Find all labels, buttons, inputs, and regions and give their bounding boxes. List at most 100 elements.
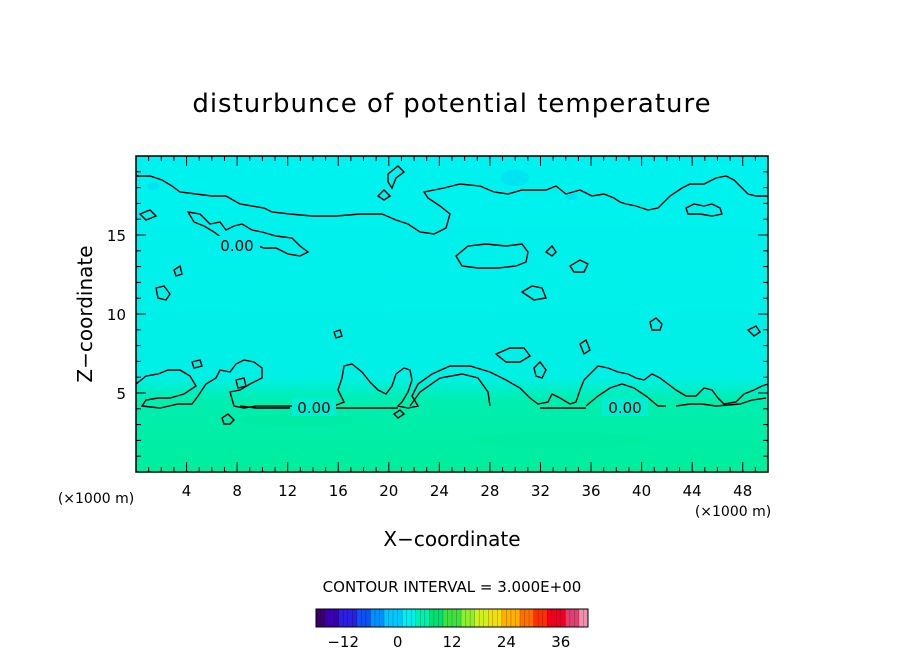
colorbar-frame: [315, 608, 589, 628]
colorbar-segment: [320, 609, 326, 627]
colorbar-segment: [492, 609, 498, 627]
colorbar-segment: [388, 609, 394, 627]
contour-small-7: [191, 359, 203, 369]
axis-ticks: [136, 156, 768, 472]
colorbar-segment: [433, 609, 439, 627]
chart-title: disturbunce of potential temperature: [192, 89, 711, 119]
contour-lower-dot-2: [392, 409, 406, 419]
colorbar-segment: [334, 609, 339, 627]
x-tick-label: 16: [329, 482, 348, 500]
colorbar-segment: [406, 609, 412, 627]
colorbar-segment: [452, 609, 457, 627]
colorbar-segment: [370, 609, 376, 627]
x-tick-labels: 4 8 12 16 20 24 28 32 36 40 44 48: [182, 482, 752, 500]
x-tick-label: 12: [278, 482, 297, 500]
x-tick-label: 36: [581, 482, 600, 500]
contour-lower-band: [135, 359, 769, 409]
colorbar-segment: [325, 609, 330, 627]
y-tick-labels: 5 10 15: [107, 227, 126, 403]
contour-top-left-isle: [138, 209, 158, 221]
contour-top-band: [136, 175, 768, 235]
contour-small-8: [494, 347, 532, 363]
colorbar-segment: [533, 609, 539, 627]
colorbar-segment: [506, 609, 512, 627]
colorbar-tick-label: 0: [393, 633, 403, 651]
y-unit-label: (×1000 m): [58, 491, 134, 507]
colorbar-segment: [474, 609, 480, 627]
x-tick-label: 40: [632, 482, 651, 500]
plot-area: 0.00 0.00 0.00: [135, 155, 769, 473]
colorbar-segment: [402, 609, 407, 627]
contour-small-4: [649, 317, 663, 331]
colorbar-segment: [551, 609, 557, 627]
contour-label: 0.00: [297, 399, 330, 417]
colorbar-segment: [420, 609, 426, 627]
contour-baseline-left: [239, 405, 290, 409]
contour-island-1: [376, 189, 392, 201]
contour-interval-text: CONTOUR INTERVAL = 3.000E+00: [323, 578, 582, 596]
contour-label: 0.00: [220, 237, 253, 255]
contour-lower-band-mid: [409, 373, 491, 407]
colorbar-segment: [365, 609, 371, 627]
colorbar-segment: [529, 609, 534, 627]
colorbar-segment: [465, 609, 471, 627]
colorbar-tick-label: 12: [442, 633, 461, 651]
colorbar-segment: [338, 609, 344, 627]
contour-lines: [135, 165, 769, 425]
colorbar-segment: [393, 609, 398, 627]
contour-small-6: [333, 329, 343, 339]
colorbar-segment: [411, 609, 417, 627]
colorbar-tick-label: 24: [497, 633, 516, 651]
colorbar-segment: [578, 609, 584, 627]
colorbar-segment: [515, 609, 521, 627]
y-tick-label: 10: [107, 306, 126, 324]
contour-label: 0.00: [608, 399, 641, 417]
colorbar-segment: [374, 609, 380, 627]
colorbar-segment: [497, 609, 503, 627]
colorbar-segment: [542, 609, 548, 627]
colorbar-segment: [456, 609, 462, 627]
contour-small-10: [579, 338, 591, 356]
y-axis-title: Z−coordinate: [73, 245, 97, 382]
colorbar-segment: [384, 609, 389, 627]
colorbar-segment: [347, 609, 353, 627]
x-tick-label: 32: [531, 482, 550, 500]
colorbar-segment: [569, 609, 575, 627]
contour-lower-dot: [221, 413, 235, 425]
colorbar-segment: [560, 609, 566, 627]
contour-left-edge-1: [155, 285, 171, 301]
colorbar-segment: [343, 609, 349, 627]
colorbar-segment: [501, 609, 507, 627]
colorbar: [315, 609, 589, 627]
colorbar-segment: [565, 609, 571, 627]
heatmap-field: [136, 156, 768, 472]
colorbar-tick-label: 36: [551, 633, 570, 651]
contour-mid-blob: [455, 243, 529, 269]
x-tick-label: 24: [430, 482, 449, 500]
colorbar-segment: [547, 609, 553, 627]
contour-small-1: [569, 259, 589, 273]
colorbar-segment: [556, 609, 562, 627]
colorbar-segment: [415, 609, 421, 627]
colorbar-segment: [447, 609, 453, 627]
colorbar-segment: [329, 609, 335, 627]
colorbar-segment: [520, 609, 525, 627]
colorbar-segment: [479, 609, 485, 627]
contour-small-3: [544, 244, 557, 257]
contour-small-5: [746, 325, 761, 337]
colorbar-segment: [429, 609, 435, 627]
contour-island-2: [387, 165, 406, 190]
colorbar-segment: [488, 609, 494, 627]
x-tick-label: 44: [683, 482, 702, 500]
colorbar-segment: [438, 609, 444, 627]
contour-label-group: 0.00 0.00 0.00: [214, 236, 648, 417]
x-axis-title: X−coordinate: [383, 527, 520, 551]
x-tick-label: 4: [182, 482, 192, 500]
field-blobs: [147, 170, 650, 448]
colorbar-segment: [379, 609, 385, 627]
y-tick-label: 5: [116, 385, 126, 403]
contour-top-right: [685, 203, 723, 217]
colorbar-segment: [574, 609, 580, 627]
x-tick-label: 20: [379, 482, 398, 500]
